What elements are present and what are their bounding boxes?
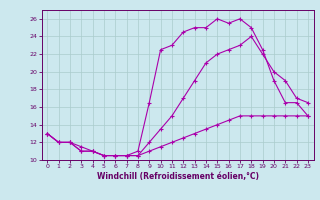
X-axis label: Windchill (Refroidissement éolien,°C): Windchill (Refroidissement éolien,°C): [97, 172, 259, 181]
